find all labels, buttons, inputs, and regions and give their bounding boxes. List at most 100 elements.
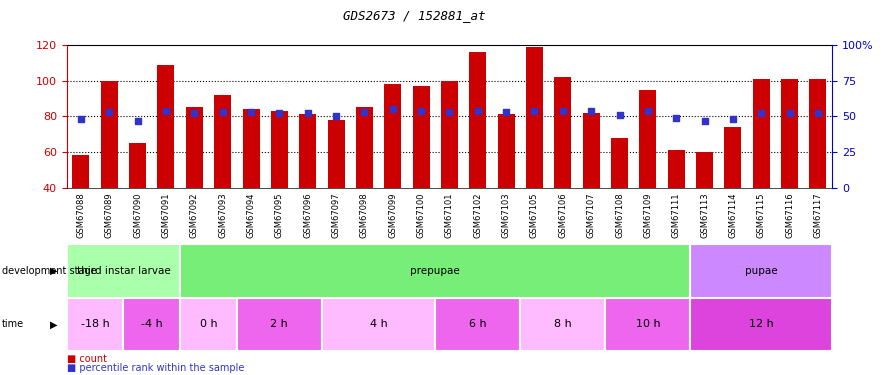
Text: GSM67098: GSM67098 (360, 192, 369, 238)
Point (102, 109, 117, 115)
Text: GSM67101: GSM67101 (445, 192, 454, 237)
Bar (668, 150, 684, 188)
Text: GSM67100: GSM67100 (417, 192, 425, 237)
Point (528, 108, 542, 114)
Text: GDS2673 / 152881_at: GDS2673 / 152881_at (343, 9, 485, 22)
Text: GSM67089: GSM67089 (105, 192, 114, 238)
Text: GSM67091: GSM67091 (161, 192, 171, 237)
Point (187, 110, 201, 116)
Text: 12 h: 12 h (748, 320, 773, 329)
Bar (521, 298, 605, 351)
Bar (605, 298, 691, 351)
Text: 0 h: 0 h (199, 320, 217, 329)
Bar (413, 86, 430, 188)
Bar (781, 79, 798, 188)
Point (811, 110, 825, 116)
Bar (129, 143, 146, 188)
Bar (242, 109, 260, 188)
Point (158, 108, 173, 114)
Text: GSM67115: GSM67115 (756, 192, 765, 237)
Point (726, 116, 740, 122)
Bar (101, 81, 117, 188)
Text: GSM67106: GSM67106 (558, 192, 567, 238)
Bar (299, 114, 316, 188)
Text: time: time (2, 320, 24, 329)
Bar (328, 120, 344, 188)
Bar (124, 298, 180, 351)
Text: -18 h: -18 h (81, 320, 109, 329)
Point (385, 106, 400, 112)
Text: GSM67088: GSM67088 (77, 192, 85, 238)
Point (329, 113, 344, 119)
Bar (356, 107, 373, 188)
Bar (180, 244, 691, 298)
Text: ■ percentile rank within the sample: ■ percentile rank within the sample (67, 363, 244, 373)
Bar (214, 95, 231, 188)
Text: GSM67097: GSM67097 (332, 192, 341, 238)
Point (669, 115, 684, 121)
Point (499, 109, 514, 115)
Bar (583, 112, 600, 188)
Text: GSM67090: GSM67090 (134, 192, 142, 237)
Bar (322, 298, 435, 351)
Text: GSM67111: GSM67111 (672, 192, 681, 237)
Bar (67, 244, 180, 298)
Bar (724, 127, 741, 188)
Text: GSM67096: GSM67096 (303, 192, 312, 238)
Text: 6 h: 6 h (469, 320, 487, 329)
Text: 8 h: 8 h (554, 320, 571, 329)
Bar (691, 244, 832, 298)
Point (698, 117, 712, 123)
Point (131, 117, 145, 123)
Point (301, 110, 315, 116)
Bar (611, 138, 628, 188)
Point (215, 109, 230, 115)
Bar (180, 298, 237, 351)
Point (612, 112, 627, 118)
Text: GSM67105: GSM67105 (530, 192, 539, 237)
Text: GSM67116: GSM67116 (785, 192, 794, 238)
Text: development stage: development stage (2, 266, 96, 276)
Point (414, 108, 428, 114)
Text: GSM67107: GSM67107 (587, 192, 595, 238)
Text: -4 h: -4 h (141, 320, 163, 329)
Bar (639, 90, 657, 188)
Point (555, 108, 570, 114)
Bar (498, 114, 514, 188)
Bar (271, 111, 287, 188)
Text: GSM67117: GSM67117 (813, 192, 822, 238)
Point (584, 108, 598, 114)
Text: 10 h: 10 h (635, 320, 660, 329)
Text: GSM67092: GSM67092 (190, 192, 198, 237)
Bar (441, 81, 458, 188)
Bar (526, 47, 543, 188)
Text: ▶: ▶ (51, 320, 58, 329)
Text: GSM67093: GSM67093 (218, 192, 227, 238)
Bar (810, 79, 827, 188)
Bar (435, 298, 521, 351)
Text: ▶: ▶ (51, 266, 58, 276)
Bar (469, 52, 486, 188)
Point (74, 116, 88, 122)
Point (782, 110, 797, 116)
Text: third instar larvae: third instar larvae (77, 266, 170, 276)
Text: pupae: pupae (745, 266, 778, 276)
Text: GSM67102: GSM67102 (473, 192, 482, 237)
Bar (384, 84, 401, 188)
Bar (186, 107, 203, 188)
Text: GSM67094: GSM67094 (247, 192, 255, 237)
Text: GSM67113: GSM67113 (700, 192, 709, 238)
Point (754, 110, 768, 116)
Bar (72, 155, 89, 188)
Bar (67, 298, 124, 351)
Bar (753, 79, 770, 188)
Bar (158, 64, 174, 188)
Point (641, 108, 655, 114)
Point (272, 110, 287, 116)
Point (357, 109, 371, 115)
Text: GSM67103: GSM67103 (502, 192, 511, 238)
Text: prepupae: prepupae (410, 266, 460, 276)
Bar (554, 77, 571, 188)
Text: GSM67114: GSM67114 (728, 192, 738, 237)
Text: 2 h: 2 h (271, 320, 288, 329)
